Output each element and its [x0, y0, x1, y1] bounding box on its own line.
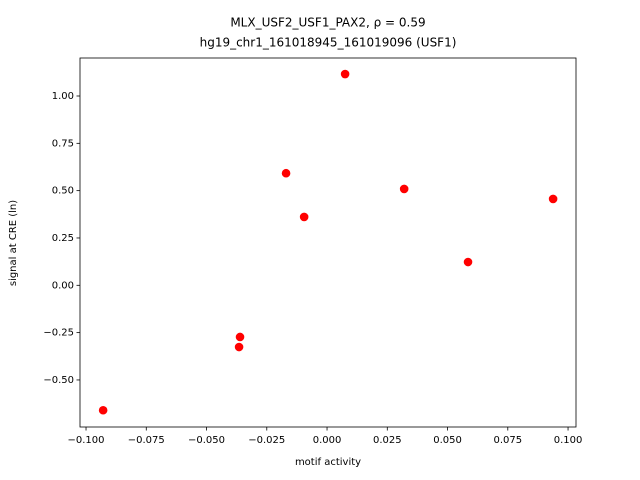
- y-tick-label: 0.75: [52, 138, 74, 149]
- x-tick-label: 0.025: [373, 435, 402, 446]
- x-tick-label: 0.075: [493, 435, 522, 446]
- x-tick-label: 0.000: [313, 435, 342, 446]
- point: [463, 257, 473, 267]
- x-tick-label: 0.050: [433, 435, 462, 446]
- plot-frame: [79, 57, 577, 428]
- chart-title: MLX_USF2_USF1_PAX2, ρ = 0.59: [230, 16, 425, 30]
- point: [234, 342, 244, 352]
- point: [235, 332, 245, 342]
- y-tick-label: −0.50: [43, 375, 74, 386]
- x-axis-label: motif activity: [295, 457, 361, 468]
- x-tick-label: −0.025: [248, 435, 285, 446]
- y-tick-label: 0.00: [52, 280, 74, 291]
- point: [299, 212, 309, 222]
- point: [548, 194, 558, 204]
- point: [340, 69, 350, 79]
- y-tick-label: 1.00: [52, 91, 74, 102]
- point: [98, 405, 108, 415]
- y-axis-label: signal at CRE (ln): [8, 200, 19, 286]
- point: [399, 184, 409, 194]
- x-tick-label: −0.050: [188, 435, 225, 446]
- y-tick-label: 0.50: [52, 186, 74, 197]
- y-tick-label: 0.25: [52, 233, 74, 244]
- chart-subtitle: hg19_chr1_161018945_161019096 (USF1): [200, 36, 457, 50]
- point: [281, 168, 291, 178]
- x-tick-label: 0.100: [554, 435, 583, 446]
- x-tick-label: −0.075: [128, 435, 165, 446]
- y-tick-label: −0.25: [43, 328, 74, 339]
- x-tick-label: −0.100: [68, 435, 105, 446]
